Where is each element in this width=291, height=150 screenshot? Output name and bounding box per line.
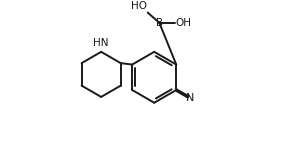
Text: HO: HO — [131, 1, 147, 11]
Text: HN: HN — [93, 38, 109, 48]
Text: N: N — [186, 93, 195, 103]
Text: B: B — [156, 18, 163, 28]
Text: OH: OH — [175, 18, 191, 28]
